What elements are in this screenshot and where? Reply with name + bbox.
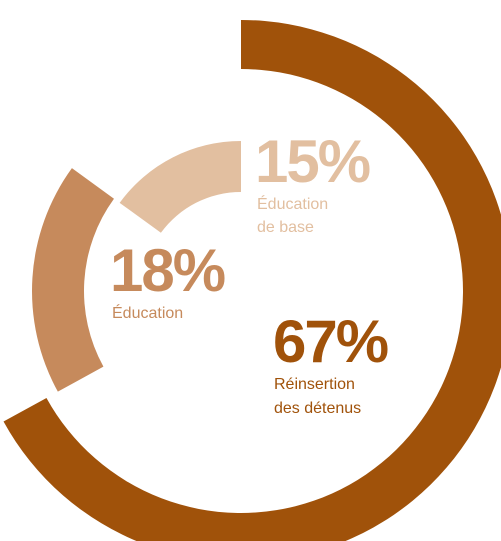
category-label-education-de-base-line2: de base (257, 219, 314, 236)
category-label-education: Éducation (112, 303, 183, 322)
arc-group (3, 20, 501, 541)
arc-segment-18 (31, 168, 114, 392)
value-label-education: 18% (110, 237, 225, 304)
value-label-education-de-base: 15% (255, 128, 370, 195)
category-label-reinsertion-line2: des détenus (274, 400, 361, 417)
arc-segment-15 (119, 141, 241, 233)
category-label-education-de-base-line1: Éducation (257, 194, 328, 213)
value-label-reinsertion: 67% (273, 308, 388, 375)
category-label-reinsertion-line1: Réinsertion (274, 376, 355, 393)
